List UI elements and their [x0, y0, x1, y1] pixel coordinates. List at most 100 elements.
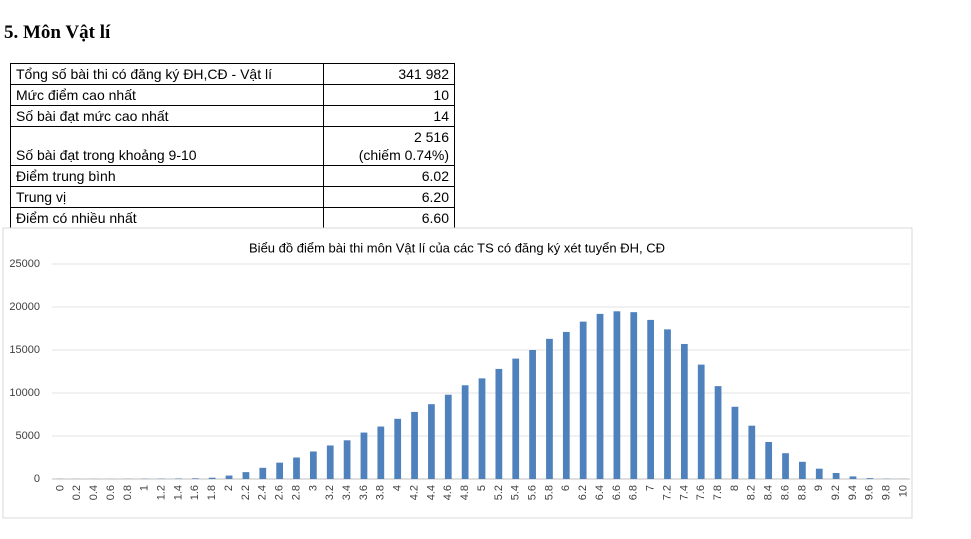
x-tick-label: 7.2: [661, 485, 673, 500]
bar: [478, 378, 486, 479]
bar: [664, 329, 671, 479]
row-value-line: (chiếm 0.74%): [358, 147, 449, 163]
table-row: Trung vị 6.20: [10, 186, 455, 208]
x-tick-label: 1.6: [189, 485, 201, 500]
x-tick-label: 6.6: [611, 485, 623, 500]
bar: [562, 331, 570, 479]
bar: [512, 358, 520, 479]
x-tick-label: 4.6: [442, 485, 454, 500]
y-tick-label: 25000: [9, 258, 40, 270]
x-tick-label: 8.4: [763, 485, 775, 500]
row-value: 6.02: [323, 165, 455, 187]
x-tick-label: 10: [897, 485, 909, 497]
bar: [293, 457, 300, 479]
x-tick-label: 9.8: [881, 485, 893, 500]
bar: [748, 425, 756, 479]
x-tick-label: 4: [392, 485, 404, 491]
x-tick-label: 3: [307, 485, 319, 491]
bar: [444, 394, 452, 479]
x-tick-label: 8: [729, 485, 741, 491]
bar: [411, 411, 418, 479]
x-tick-label: 2.4: [257, 485, 269, 500]
x-tick-label: 7.4: [678, 485, 690, 500]
bar: [225, 475, 233, 479]
bar: [377, 426, 385, 479]
bar: [630, 312, 638, 479]
x-tick-label: 2.6: [274, 485, 286, 500]
bar: [495, 368, 503, 479]
row-value: 2 516 (chiếm 0.74%): [323, 126, 455, 166]
bar: [259, 467, 267, 479]
bar: [343, 440, 351, 479]
row-label: Điểm trung bình: [10, 165, 324, 187]
row-label: Tổng số bài thi có đăng ký ĐH,CĐ - Vật l…: [10, 63, 324, 85]
table-row: Số bài đạt mức cao nhất 14: [10, 105, 455, 127]
x-tick-label: 5.6: [526, 485, 538, 500]
y-tick-label: 15000: [9, 344, 40, 356]
bar: [815, 468, 823, 479]
x-tick-label: 8.2: [746, 485, 758, 500]
x-tick-label: 9.2: [830, 485, 842, 500]
x-tick-label: 2: [223, 485, 235, 491]
x-tick-label: 2.8: [290, 485, 302, 500]
x-tick-label: 6.8: [628, 485, 640, 500]
bar: [832, 472, 840, 479]
x-tick-label: 1.8: [206, 485, 218, 500]
bar: [680, 343, 688, 479]
x-tick-label: 3.8: [375, 485, 387, 500]
y-tick-label: 0: [34, 473, 40, 485]
bar: [529, 350, 536, 479]
bar: [849, 476, 857, 479]
table-row: Tổng số bài thi có đăng ký ĐH,CĐ - Vật l…: [10, 63, 455, 85]
x-tick-label: 0.4: [88, 485, 100, 500]
summary-table: Tổng số bài thi có đăng ký ĐH,CĐ - Vật l…: [10, 63, 455, 229]
row-value: 6.60: [323, 207, 455, 229]
x-tick-label: 0.8: [122, 485, 134, 500]
bar: [765, 442, 773, 479]
chart-title: Biểu đồ điểm bài thi môn Vật lí của các …: [249, 240, 665, 255]
bar: [579, 321, 587, 479]
bar: [731, 406, 739, 479]
x-tick-label: 3.6: [358, 485, 370, 500]
bar: [461, 385, 469, 479]
x-tick-label: 6: [560, 485, 572, 491]
bar: [647, 319, 654, 479]
x-tick-label: 6.4: [594, 485, 606, 500]
bar: [208, 477, 216, 479]
x-tick-label: 1.2: [156, 485, 168, 500]
y-tick-label: 20000: [9, 301, 40, 313]
x-tick-label: 5.4: [510, 485, 522, 500]
x-tick-label: 9.4: [847, 485, 859, 500]
bar: [782, 453, 789, 479]
bar: [866, 478, 874, 479]
bar: [546, 338, 553, 479]
bar: [394, 418, 402, 479]
bar: [276, 462, 284, 479]
bar: [697, 364, 705, 479]
bar: [613, 311, 621, 479]
x-tick-label: 7.6: [695, 485, 707, 500]
x-tick-label: 8.8: [796, 485, 808, 500]
table-row: Mức điểm cao nhất 10: [10, 84, 455, 106]
x-tick-label: 0.2: [71, 485, 83, 500]
x-tick-label: 7.8: [712, 485, 724, 500]
x-tick-label: 8.6: [779, 485, 791, 500]
table-row: Điểm trung bình 6.02: [10, 165, 455, 187]
x-tick-label: 0.6: [105, 485, 117, 500]
bar: [714, 386, 722, 479]
x-tick-label: 4.4: [425, 485, 437, 500]
x-tick-label: 1: [139, 485, 151, 491]
x-tick-label: 5: [476, 485, 488, 491]
row-label: Điểm có nhiều nhất: [10, 207, 324, 229]
x-tick-label: 5.2: [493, 485, 505, 500]
bar: [428, 404, 435, 479]
row-value: 341 982: [323, 63, 455, 85]
bar: [242, 472, 250, 479]
x-tick-label: 2.2: [240, 485, 252, 500]
bar: [310, 451, 317, 479]
row-value-line: 2 516: [413, 129, 449, 145]
y-tick-label: 10000: [9, 387, 40, 399]
bar: [326, 445, 334, 479]
